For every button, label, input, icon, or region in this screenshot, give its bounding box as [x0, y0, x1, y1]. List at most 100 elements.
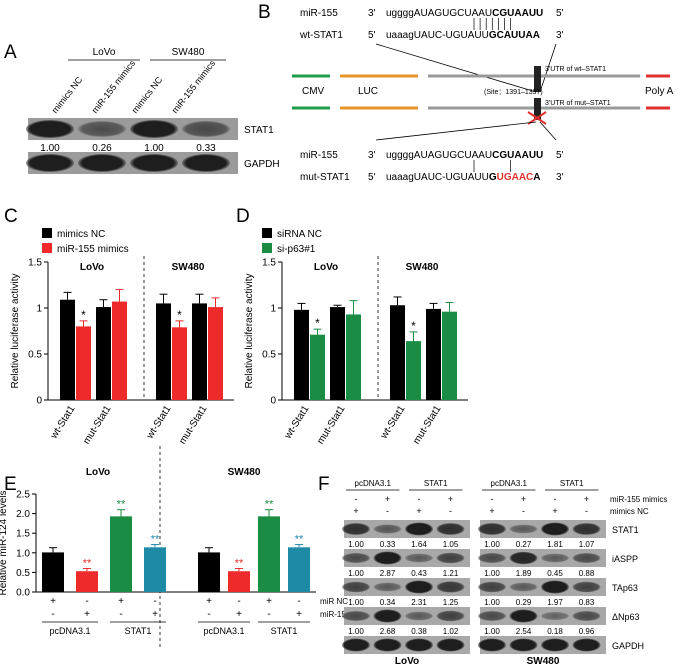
- band-quant-value: 1.89: [516, 569, 532, 578]
- wt-5prime: 5': [368, 30, 376, 41]
- y-axis-label: Relative luciferase activity: [244, 273, 255, 388]
- blot-band: [436, 610, 465, 622]
- row2-sign: +: [296, 609, 302, 620]
- legend-label: siRNA NC: [277, 229, 322, 240]
- mut-name: mut-STAT1: [300, 172, 350, 183]
- y-tick-label: 0.5: [262, 350, 276, 361]
- blot-band: [182, 154, 230, 172]
- bottom-mir-name: miR-155: [300, 150, 338, 161]
- y-axis-label: Relative miR-124 levels: [0, 490, 9, 595]
- group-label-sw480: SW480: [172, 47, 205, 58]
- blot-row-label: TAp63: [612, 583, 638, 593]
- blot-band: [541, 580, 569, 594]
- bar: [426, 308, 441, 400]
- band-quant-value: 1.00: [348, 598, 364, 607]
- chart-d: 0 0.5 1 1.5 Relative luciferase activity LoVo…: [244, 228, 468, 446]
- wt-seq-a: uaaagUAUC-UGUAUU: [386, 30, 489, 41]
- y-tick-label: 2.0: [16, 509, 30, 520]
- panel-f: F pcDNA3.1 STAT1 pcDNA3.1 STAT1- + - + - + - ++ - + -…: [318, 474, 667, 667]
- band-quant-value: 1.97: [547, 598, 563, 607]
- group-header: STAT1: [560, 479, 584, 488]
- blot-band: [405, 553, 433, 563]
- bottom-mir-3prime: 3': [368, 150, 376, 161]
- lane-label: miR-155 mimics: [170, 58, 218, 115]
- blot-band: [405, 638, 433, 652]
- bar: [406, 341, 421, 400]
- group-bottom-label: STAT1: [125, 626, 152, 636]
- blot-band: [572, 553, 601, 563]
- legend-swatch: [262, 243, 272, 253]
- blot-band: [509, 551, 538, 565]
- blot-band: [342, 581, 370, 593]
- band-quant-value: 0.88: [579, 569, 595, 578]
- band-quant-value: 1.07: [579, 540, 595, 549]
- band-quant-value: 2.31: [411, 598, 427, 607]
- group-label: LoVo: [86, 467, 110, 478]
- blot-band: [405, 580, 433, 594]
- group-label: LoVo: [314, 262, 338, 273]
- x-tick-label: wt-Stat1: [282, 403, 312, 441]
- mut-3prime: 3': [556, 172, 564, 183]
- blot-band: [478, 611, 506, 621]
- wt-seq: uaaagUAUC-UGUAUUGCAUUAA: [386, 30, 540, 41]
- row2-sign: -: [522, 506, 525, 516]
- group-label: SW480: [228, 467, 261, 478]
- bar: [294, 309, 309, 400]
- band-quant-value: 0.29: [516, 598, 532, 607]
- band-quant-value: 0.38: [411, 627, 427, 636]
- band-quant-value: 0.27: [516, 540, 532, 549]
- band-quant-value: 0.33: [196, 143, 216, 154]
- zoom-line-left-top: [375, 43, 537, 93]
- row2-sign: -: [207, 609, 210, 620]
- western-blot-a: STAT1 1.00 0.26 1.00 0.33 GAPDH: [26, 118, 280, 174]
- panel-d-letter: D: [236, 206, 250, 227]
- blot-band: [78, 154, 126, 172]
- row-label: miR NC: [320, 597, 348, 606]
- row2-sign: +: [489, 506, 494, 516]
- blot-band: [130, 154, 178, 172]
- blot-band: [342, 638, 370, 652]
- blot-band: [509, 524, 538, 534]
- bar: [172, 327, 187, 400]
- blot-band: [572, 523, 601, 535]
- significance-mark: **: [265, 499, 274, 511]
- row1-sign: +: [584, 494, 589, 504]
- band-quant-value: 1.00: [40, 143, 60, 154]
- blot-band: [541, 522, 569, 536]
- band-quant-value: 1.00: [348, 627, 364, 636]
- blot-row-label: GAPDH: [612, 641, 644, 651]
- bottom-mir-seed: CGUAAUU: [492, 150, 543, 161]
- top-mir-seed: CGUAAUU: [492, 8, 543, 19]
- y-tick-label: 0.0: [16, 588, 30, 599]
- chart-e: 0.0 0.5 1.0 1.5 2.0 2.5 Relative miR-124 level…: [0, 446, 351, 650]
- group-header: pcDNA3.1: [491, 479, 528, 488]
- blot-band: [26, 154, 74, 172]
- zoom-line-right-bottom: [539, 121, 557, 141]
- row1-sign: -: [237, 596, 240, 607]
- y-axis-label: Relative luciferase activity: [10, 273, 21, 388]
- row1-sign: +: [266, 596, 272, 607]
- mut-seq-a: uaaagUAUC-UGUAUU: [386, 172, 489, 183]
- zoom-line-right-top: [539, 43, 557, 93]
- significance-mark: *: [81, 308, 86, 322]
- row1-sign: -: [297, 596, 300, 607]
- row2-sign: +: [152, 609, 158, 620]
- band-quant-value: 1.00: [348, 569, 364, 578]
- chart-c: 0 0.5 1 1.5 Relative luciferase activity LoVo…: [10, 228, 234, 446]
- bottom-mir-seq-a: uggggAUAGUGCUAAU: [386, 150, 492, 161]
- y-tick-label: 2.5: [16, 490, 30, 501]
- row1-sign: -: [355, 494, 358, 504]
- group-label: LoVo: [80, 262, 104, 273]
- y-tick-label: 0.5: [16, 568, 30, 579]
- panel-a: A LoVo SW480 mimics NC miR-155 mimicsmimi…: [4, 42, 280, 174]
- blot-row-label: STAT1: [612, 525, 639, 535]
- mut-seq-mutated: UGAAC: [497, 172, 534, 183]
- top-mir-name: miR-155: [300, 8, 338, 19]
- blot-band: [436, 638, 465, 652]
- x-tick-label: wt-Stat1: [48, 403, 78, 441]
- bar: [330, 307, 345, 400]
- lane-label: mimics NC: [50, 74, 85, 115]
- x-tick-label: mut-Stat1: [411, 403, 444, 446]
- x-tick-label: mut-Stat1: [177, 403, 210, 446]
